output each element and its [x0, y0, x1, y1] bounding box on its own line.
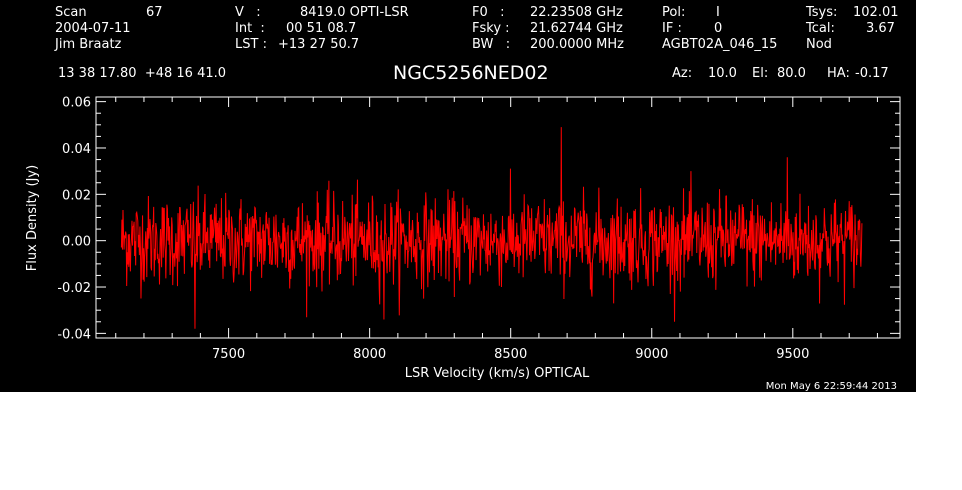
plot-panel: Scan 67 2004-07-11 Jim Braatz V : 8419.0…	[0, 0, 916, 392]
polarization-value: I	[716, 5, 720, 20]
velocity-value: 8419.0 OPTI-LSR	[300, 5, 409, 20]
y-tick-label: -0.02	[57, 281, 91, 296]
y-tick-label: -0.04	[57, 327, 91, 342]
source-title: NGC5256NED02	[393, 62, 549, 84]
flux-trace	[120, 127, 863, 329]
if-value: 0	[714, 21, 723, 36]
x-tick-label: 8000	[353, 347, 386, 362]
if-label: IF :	[662, 21, 682, 36]
azimuth-value: 10.0	[708, 66, 737, 81]
y-tick-label: 0.02	[62, 188, 91, 203]
x-tick-labels: 7500 8000 8500 9000 9500	[212, 347, 809, 362]
lst-value: +13 27 50.7	[278, 37, 360, 52]
elevation-label: El:	[752, 66, 769, 81]
rest-frequency-value: 22.23508 GHz	[530, 5, 623, 20]
axis-ticks	[96, 97, 900, 338]
elevation-value: 80.0	[777, 66, 806, 81]
lst-label: LST :	[235, 37, 267, 52]
scan-number: 67	[146, 5, 163, 20]
timestamp: Mon May 6 22:59:44 2013	[766, 381, 897, 392]
y-tick-label: 0.00	[62, 235, 91, 250]
y-tick-label: 0.06	[62, 96, 91, 111]
velocity-label: V :	[235, 5, 261, 20]
hour-angle-value: -0.17	[855, 66, 889, 81]
y-tick-labels: -0.04 -0.02 0.00 0.02 0.04 0.06	[57, 96, 91, 343]
integration-label: Int :	[235, 21, 265, 36]
sky-frequency-value: 21.62744 GHz	[530, 21, 623, 36]
tcal-label: Tcal:	[806, 21, 835, 36]
bandwidth-value: 200.0000 MHz	[530, 37, 624, 52]
x-tick-label: 9000	[635, 347, 668, 362]
observation-date: 2004-07-11	[55, 21, 131, 36]
observing-mode: Nod	[806, 37, 832, 52]
observer-name: Jim Braatz	[55, 37, 122, 52]
x-axis-label: LSR Velocity (km/s) OPTICAL	[405, 366, 590, 381]
sky-frequency-label: Fsky :	[472, 21, 510, 36]
spectrum-chart: 7500 8000 8500 9000 9500 -0.04 -0.02 0.00 0.02 0…	[25, 96, 901, 392]
tsys-value: 102.01	[853, 5, 899, 20]
polarization-label: Pol:	[662, 5, 686, 20]
bandwidth-label: BW :	[472, 37, 511, 52]
project-id: AGBT02A_046_15	[662, 37, 778, 52]
rest-frequency-label: F0 :	[472, 5, 505, 20]
hour-angle-label: HA:	[827, 66, 850, 81]
x-tick-label: 8500	[494, 347, 527, 362]
source-coordinates: 13 38 17.80 +48 16 41.0	[58, 66, 227, 81]
scan-label: Scan	[55, 5, 87, 20]
y-tick-label: 0.04	[62, 142, 91, 157]
y-axis-label: Flux Density (Jy)	[25, 165, 40, 271]
x-tick-label: 9500	[776, 347, 809, 362]
integration-value: 00 51 08.7	[286, 21, 357, 36]
tcal-value: 3.67	[866, 21, 895, 36]
x-tick-label: 7500	[212, 347, 245, 362]
azimuth-label: Az:	[672, 66, 693, 81]
tsys-label: Tsys:	[806, 5, 838, 20]
